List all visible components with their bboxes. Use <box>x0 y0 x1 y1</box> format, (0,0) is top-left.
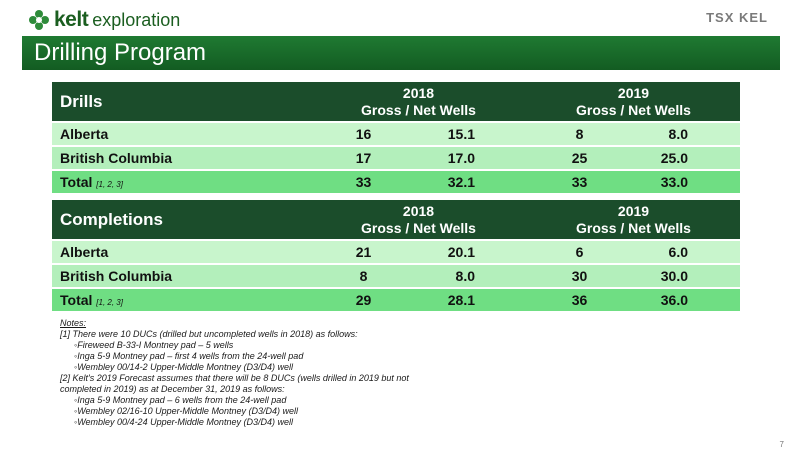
gross-2019: 33 <box>527 169 632 193</box>
table-row: Alberta 16 15.1 8 8.0 <box>52 121 740 146</box>
note-bullet: Inga 5-9 Montney pad – 6 wells from the … <box>60 395 409 406</box>
note-line: [2] Kelt's 2019 Forecast assumes that th… <box>60 373 409 383</box>
net-2019: 30.0 <box>632 263 740 288</box>
net-2019: 6.0 <box>632 239 740 264</box>
year-sublabel: Gross / Net Wells <box>576 219 691 236</box>
gross-2018: 16 <box>310 121 417 146</box>
footnote-citation: [1, 2, 3] <box>96 298 123 307</box>
row-label: British Columbia <box>52 145 310 170</box>
net-2018: 28.1 <box>417 287 527 311</box>
net-2018: 8.0 <box>417 263 527 288</box>
gross-2019: 25 <box>527 145 632 170</box>
year-sublabel: Gross / Net Wells <box>576 101 691 118</box>
gross-2019: 30 <box>527 263 632 288</box>
total-label-cell: Total [1, 2, 3] <box>52 169 310 193</box>
total-label-cell: Total [1, 2, 3] <box>52 287 310 311</box>
net-2019: 8.0 <box>632 121 740 146</box>
note-bullet: Inga 5-9 Montney pad – first 4 wells fro… <box>60 351 409 362</box>
page-number: 7 <box>779 440 784 449</box>
net-2018: 17.0 <box>417 145 527 170</box>
gross-2018: 21 <box>310 239 417 264</box>
note-bullet: Wembley 02/16-10 Upper-Middle Montney (D… <box>60 406 409 417</box>
year-label: 2019 <box>617 202 650 219</box>
table-row: British Columbia 17 17.0 25 25.0 <box>52 145 740 170</box>
title-bar: Drilling Program <box>22 36 780 70</box>
drills-section-label: Drills <box>52 82 310 122</box>
net-2018: 15.1 <box>417 121 527 146</box>
year-label: 2019 <box>617 84 650 101</box>
ticker-logo: TSX KEL <box>706 10 768 25</box>
net-2019: 36.0 <box>632 287 740 311</box>
drills-year-2018: 2018 Gross / Net Wells <box>310 82 527 122</box>
logo-subtitle: exploration <box>92 9 181 30</box>
row-label: British Columbia <box>52 263 310 288</box>
total-label: Total <box>60 174 93 190</box>
total-label: Total <box>60 292 93 308</box>
logo-wordmark: kelt <box>54 8 89 31</box>
total-row: Total [1, 2, 3] 29 28.1 36 36.0 <box>52 287 740 311</box>
completions-year-2018: 2018 Gross / Net Wells <box>310 200 527 240</box>
kelt-logo: kelt exploration <box>28 6 180 34</box>
note-bullet: Wembley 00/4-24 Upper-Middle Montney (D3… <box>60 417 409 428</box>
row-label: Alberta <box>52 239 310 264</box>
note-line: [1] There were 10 DUCs (drilled but unco… <box>60 329 358 339</box>
year-sublabel: Gross / Net Wells <box>361 219 476 236</box>
year-label: 2018 <box>402 84 435 101</box>
completions-header-row: Completions 2018 Gross / Net Wells 2019 … <box>52 200 740 240</box>
kelt-leaf-icon <box>29 10 49 30</box>
net-2019: 25.0 <box>632 145 740 170</box>
note-bullet: Fireweed B-33-I Montney pad – 5 wells <box>60 340 409 351</box>
completions-table: Completions 2018 Gross / Net Wells 2019 … <box>52 200 740 311</box>
gross-2019: 36 <box>527 287 632 311</box>
table-row: British Columbia 8 8.0 30 30.0 <box>52 263 740 288</box>
footnotes: Notes: [1] There were 10 DUCs (drilled b… <box>60 318 409 428</box>
net-2019: 33.0 <box>632 169 740 193</box>
completions-year-2019: 2019 Gross / Net Wells <box>527 200 740 240</box>
drills-header-row: Drills 2018 Gross / Net Wells 2019 Gross… <box>52 82 740 122</box>
row-label: Alberta <box>52 121 310 146</box>
table-row: Alberta 21 20.1 6 6.0 <box>52 239 740 264</box>
drills-table: Drills 2018 Gross / Net Wells 2019 Gross… <box>52 82 740 193</box>
completions-section-label: Completions <box>52 200 310 240</box>
gross-2019: 6 <box>527 239 632 264</box>
note-bullet: Wembley 00/14-2 Upper-Middle Montney (D3… <box>60 362 409 373</box>
year-label: 2018 <box>402 202 435 219</box>
notes-title: Notes: <box>60 318 87 328</box>
footnote-citation: [1, 2, 3] <box>96 180 123 189</box>
total-row: Total [1, 2, 3] 33 32.1 33 33.0 <box>52 169 740 193</box>
gross-2018: 33 <box>310 169 417 193</box>
net-2018: 32.1 <box>417 169 527 193</box>
gross-2019: 8 <box>527 121 632 146</box>
net-2018: 20.1 <box>417 239 527 264</box>
gross-2018: 8 <box>310 263 417 288</box>
drills-year-2019: 2019 Gross / Net Wells <box>527 82 740 122</box>
gross-2018: 29 <box>310 287 417 311</box>
gross-2018: 17 <box>310 145 417 170</box>
note-line: completed in 2019) as at December 31, 20… <box>60 384 285 394</box>
year-sublabel: Gross / Net Wells <box>361 101 476 118</box>
page-title: Drilling Program <box>34 39 207 66</box>
